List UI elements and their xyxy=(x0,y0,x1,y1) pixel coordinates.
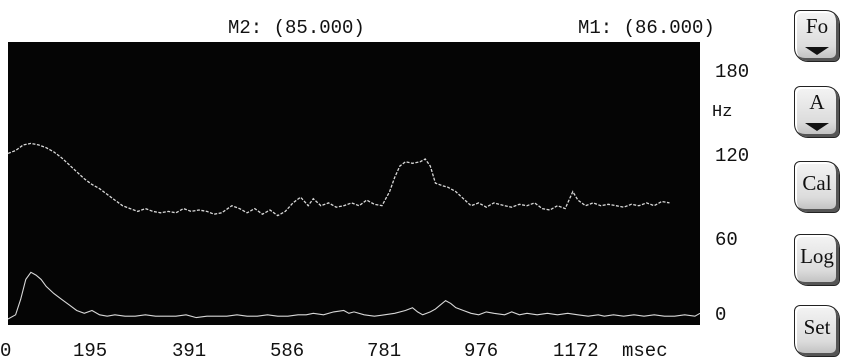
set-button-label: Set xyxy=(803,315,831,339)
amplitude-trace xyxy=(8,271,700,320)
marker-1-readout: M1: (86.000) xyxy=(578,17,715,39)
x-tick-781: 781 xyxy=(367,340,402,362)
x-tick-195: 195 xyxy=(73,340,108,362)
a-button[interactable]: A xyxy=(794,86,840,138)
fo-button[interactable]: Fo xyxy=(794,10,840,62)
x-tick-976: 976 xyxy=(464,340,499,362)
cal-button[interactable]: Cal xyxy=(794,161,840,213)
x-tick-1172: 1172 xyxy=(553,340,599,362)
set-button[interactable]: Set xyxy=(794,305,840,357)
triangle-down-icon xyxy=(805,47,829,55)
a-button-label: A xyxy=(809,90,825,114)
marker-2-readout: M2: (85.000) xyxy=(228,17,365,39)
x-tick-0: 0 xyxy=(0,340,12,362)
y-tick-60: 60 xyxy=(715,229,738,251)
pitch-trace-chart xyxy=(8,142,700,320)
y-tick-0: 0 xyxy=(715,304,727,326)
cal-button-label: Cal xyxy=(802,171,832,195)
pitch-plot-area[interactable] xyxy=(8,42,700,325)
pitch-contour-trace xyxy=(8,142,670,217)
x-tick-391: 391 xyxy=(172,340,207,362)
y-tick-120: 120 xyxy=(715,145,750,167)
y-axis-unit: Hz xyxy=(712,103,733,122)
log-button[interactable]: Log xyxy=(794,234,840,286)
y-tick-180: 180 xyxy=(715,61,750,83)
fo-button-label: Fo xyxy=(805,14,829,38)
x-tick-586: 586 xyxy=(270,340,305,362)
x-axis-unit: msec xyxy=(622,340,668,362)
triangle-down-icon xyxy=(805,123,829,131)
log-button-label: Log xyxy=(800,244,834,268)
